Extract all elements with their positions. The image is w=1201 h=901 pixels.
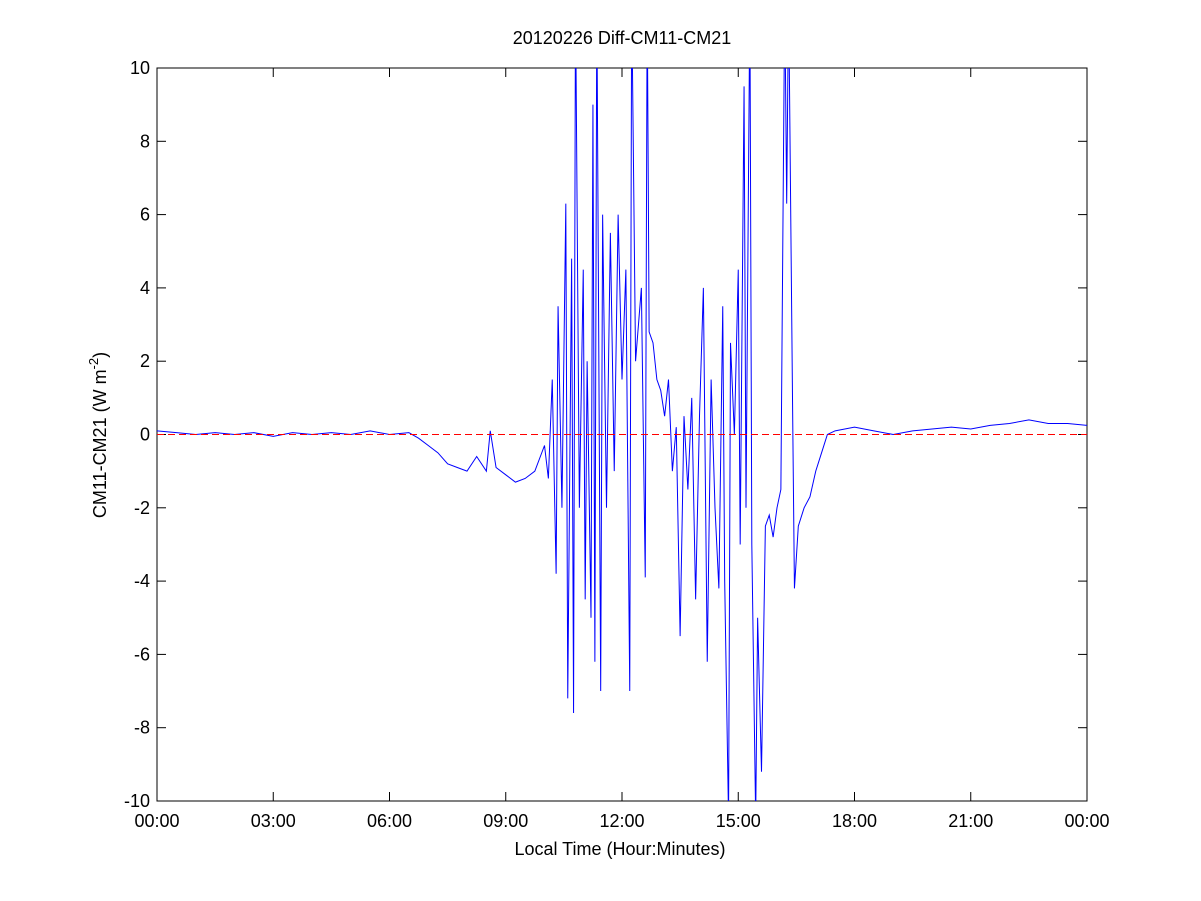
y-tick-label: 4 <box>140 278 150 298</box>
x-axis-label: Local Time (Hour:Minutes) <box>514 839 725 859</box>
x-tick-label: 00:00 <box>1064 811 1109 831</box>
y-axis-label: CM11-CM21 (W m-2) <box>86 352 110 518</box>
data-line <box>157 68 1087 801</box>
y-tick-label: -4 <box>134 571 150 591</box>
x-tick-label: 03:00 <box>251 811 296 831</box>
y-tick-label: 0 <box>140 425 150 445</box>
y-tick-label: -8 <box>134 718 150 738</box>
x-tick-label: 15:00 <box>716 811 761 831</box>
y-tick-label: 6 <box>140 205 150 225</box>
y-tick-label: 10 <box>130 58 150 78</box>
y-tick-label: -2 <box>134 498 150 518</box>
x-tick-label: 12:00 <box>599 811 644 831</box>
y-tick-label: 2 <box>140 351 150 371</box>
x-tick-label: 09:00 <box>483 811 528 831</box>
x-tick-label: 00:00 <box>134 811 179 831</box>
x-tick-label: 21:00 <box>948 811 993 831</box>
chart-title: 20120226 Diff-CM11-CM21 <box>513 28 731 48</box>
x-tick-label: 06:00 <box>367 811 412 831</box>
y-tick-label: -6 <box>134 644 150 664</box>
x-tick-label: 18:00 <box>832 811 877 831</box>
y-tick-label: 8 <box>140 131 150 151</box>
y-tick-label: -10 <box>124 791 150 811</box>
